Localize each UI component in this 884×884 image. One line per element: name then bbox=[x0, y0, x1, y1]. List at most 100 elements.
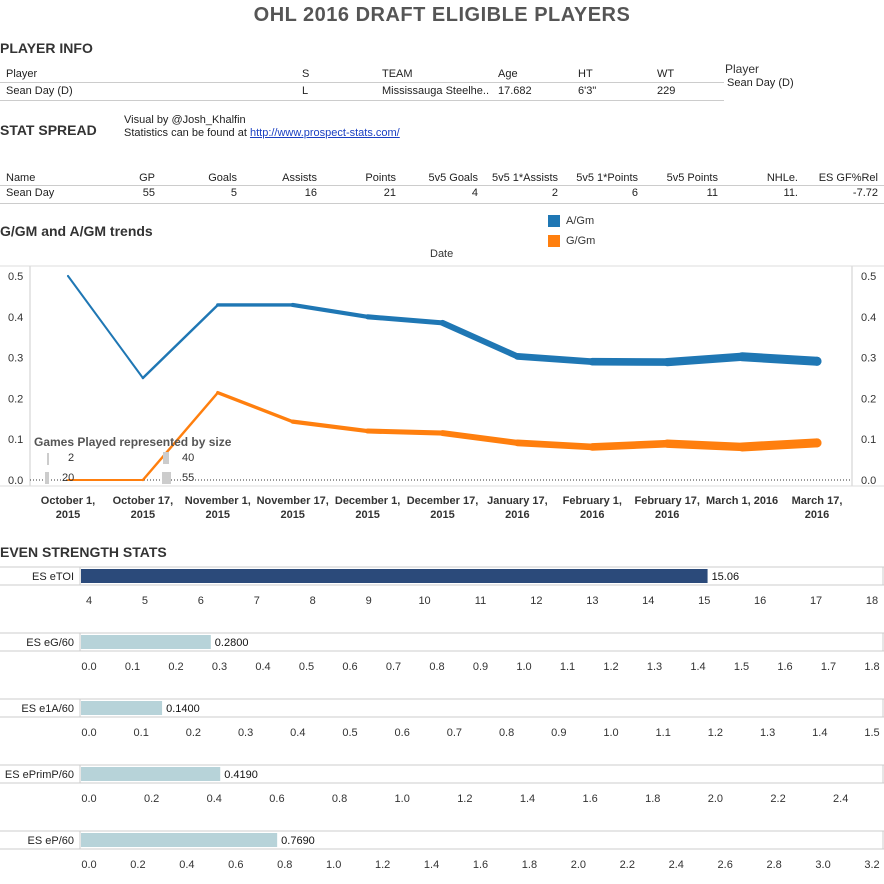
col-nhle: NHLe. bbox=[766, 172, 798, 184]
bar bbox=[81, 767, 221, 781]
dashboard-title: OHL 2016 DRAFT ELIGIBLE PLAYERS bbox=[253, 4, 631, 26]
col-points: Points bbox=[365, 172, 396, 184]
series-segment-ggm bbox=[216, 390, 295, 424]
x-tick-year: 2015 bbox=[280, 509, 304, 521]
credit-author: Visual by @Josh_Khalfin bbox=[124, 114, 246, 126]
series-segment-agm bbox=[737, 352, 822, 366]
data-point-ggm bbox=[67, 479, 69, 481]
data-point-agm bbox=[141, 376, 144, 380]
series-segment-ggm bbox=[663, 439, 747, 452]
x-tick-label: 0.8 bbox=[499, 727, 514, 739]
x-tick-label: 0.4 bbox=[207, 793, 222, 805]
x-tick-label: 2.4 bbox=[833, 793, 848, 805]
cell-points: 21 bbox=[383, 187, 396, 199]
series-segment-agm bbox=[141, 303, 220, 380]
x-tick-label: 0.5 bbox=[299, 661, 314, 673]
x-tick-label: November 17, bbox=[257, 495, 329, 507]
col-player: Player bbox=[6, 68, 38, 80]
x-tick-label: January 17, bbox=[487, 495, 548, 507]
x-tick-label: 1.0 bbox=[603, 727, 618, 739]
x-tick-label: 1.0 bbox=[395, 793, 410, 805]
x-tick-year: 2016 bbox=[505, 509, 529, 521]
data-point-agm bbox=[439, 320, 446, 326]
legend-swatch-ggm bbox=[548, 235, 560, 247]
x-tick-label: 0.1 bbox=[125, 661, 140, 673]
legend-label-ggm[interactable]: G/Gm bbox=[566, 235, 596, 247]
x-tick-year: 2016 bbox=[805, 509, 829, 521]
x-tick-label: 1.7 bbox=[821, 661, 836, 673]
x-tick-label: 1.8 bbox=[645, 793, 660, 805]
trend-heading: G/GM and A/GM trends bbox=[0, 223, 153, 239]
legend-label-agm[interactable]: A/Gm bbox=[566, 215, 595, 227]
x-tick-label: 0.7 bbox=[447, 727, 462, 739]
cell-weight: 229 bbox=[657, 85, 676, 97]
bar-value-label: 0.1400 bbox=[166, 703, 200, 715]
data-point-ggm bbox=[141, 478, 144, 482]
x-tick-label: 1.2 bbox=[708, 727, 723, 739]
y-tick-left: 0.5 bbox=[8, 271, 23, 283]
cell-nhle: 11. bbox=[783, 187, 798, 199]
series-segment-agm bbox=[290, 302, 370, 319]
bar bbox=[81, 635, 211, 649]
x-tick-label: 2.2 bbox=[770, 793, 785, 805]
bar-value-label: 0.4190 bbox=[224, 769, 258, 781]
legend-swatch-agm bbox=[548, 215, 560, 227]
data-point-agm bbox=[514, 353, 521, 360]
data-point-agm bbox=[663, 358, 672, 366]
x-tick-label: 2.0 bbox=[708, 793, 723, 805]
data-point-ggm bbox=[588, 443, 596, 451]
x-tick-label: 1.2 bbox=[375, 859, 390, 871]
credits: Visual by @Josh_Khalfin Statistics can b… bbox=[124, 114, 400, 140]
x-tick-label: 0.2 bbox=[144, 793, 159, 805]
x-tick-label: 1.5 bbox=[864, 727, 879, 739]
data-point-agm bbox=[365, 314, 370, 319]
x-tick-label: 1.1 bbox=[656, 727, 671, 739]
size-legend-20: 20 bbox=[62, 472, 75, 484]
col-name: Name bbox=[6, 172, 36, 184]
series-segment-ggm bbox=[439, 430, 521, 446]
col-height: HT bbox=[578, 68, 593, 80]
x-tick-label: 0.6 bbox=[342, 661, 357, 673]
x-tick-label: 8 bbox=[310, 595, 316, 607]
x-tick-label: 10 bbox=[418, 595, 430, 607]
data-point-ggm bbox=[514, 439, 521, 446]
x-tick-label: December 17, bbox=[407, 495, 479, 507]
bar-category-label: ES eG/60 bbox=[26, 637, 74, 649]
x-tick-label: 0.3 bbox=[238, 727, 253, 739]
x-tick-label: 1.2 bbox=[457, 793, 472, 805]
col-5v5-1assists: 5v5 1*Assists bbox=[491, 172, 558, 184]
bar-category-label: ES eTOI bbox=[32, 571, 74, 583]
x-tick-label: 1.0 bbox=[516, 661, 531, 673]
data-point-agm bbox=[737, 352, 747, 361]
x-tick-label: 13 bbox=[586, 595, 598, 607]
divider bbox=[0, 82, 724, 83]
x-tick-label: 5 bbox=[142, 595, 148, 607]
cell-es-gf-rel: -7.72 bbox=[852, 187, 878, 199]
y-tick-left: 0.2 bbox=[8, 393, 23, 405]
divider bbox=[0, 185, 884, 186]
x-tick-label: March 17, bbox=[792, 495, 843, 507]
x-tick-label: 3.2 bbox=[864, 859, 879, 871]
player-filter-value[interactable]: Sean Day (D) bbox=[727, 77, 794, 89]
x-tick-label: 0.4 bbox=[290, 727, 305, 739]
x-tick-label: 0.6 bbox=[228, 859, 243, 871]
x-tick-label: 1.6 bbox=[777, 661, 792, 673]
prospect-stats-link[interactable]: http://www.prospect-stats.com/ bbox=[249, 127, 400, 139]
x-tick-label: 0.6 bbox=[395, 727, 410, 739]
bar-value-label: 0.7690 bbox=[281, 835, 315, 847]
x-tick-label: March 1, 2016 bbox=[706, 495, 778, 507]
x-tick-label: 2.4 bbox=[669, 859, 684, 871]
y-tick-right: 0.0 bbox=[861, 475, 876, 487]
y-tick-right: 0.3 bbox=[861, 353, 876, 365]
cell-player: Sean Day (D) bbox=[6, 85, 73, 97]
cell-height: 6'3" bbox=[578, 85, 597, 97]
col-team: TEAM bbox=[382, 68, 413, 80]
cell-5v5-1assists: 2 bbox=[551, 187, 558, 199]
trend-x-axis-title: Date bbox=[430, 248, 454, 260]
x-tick-year: 2015 bbox=[206, 509, 230, 521]
data-point-ggm bbox=[663, 439, 672, 448]
col-5v5-goals: 5v5 Goals bbox=[428, 172, 478, 184]
cell-assists: 16 bbox=[304, 187, 317, 199]
size-swatch-2 bbox=[47, 453, 49, 465]
series-segment-agm bbox=[514, 353, 596, 366]
